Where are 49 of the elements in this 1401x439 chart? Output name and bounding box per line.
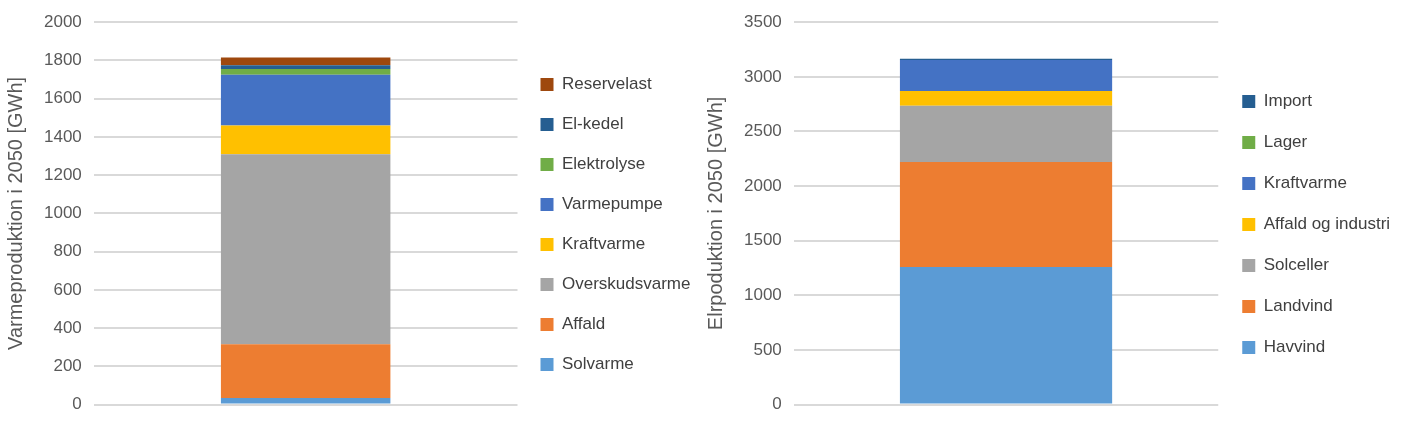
- legend-label: Affald: [562, 314, 606, 334]
- legend-label: Overskudsvarme: [562, 274, 691, 294]
- legend-label: Import: [1263, 91, 1313, 111]
- y-tick-label: 1400: [43, 126, 82, 146]
- bar: [899, 105, 1113, 163]
- y-tick-label: 1000: [43, 203, 82, 223]
- legend-label: Kraftvarme: [1263, 173, 1347, 193]
- y-tick-label: 1200: [43, 164, 82, 184]
- y-axis-title: Varmeproduktion i 2050 [GWh]: [3, 76, 26, 350]
- bar: [899, 266, 1113, 404]
- legend-label: Elektrolyse: [562, 154, 646, 174]
- bar: [220, 65, 391, 70]
- y-tick-label: 800: [53, 241, 82, 261]
- legend-label: El-kedel: [562, 114, 624, 134]
- bar: [220, 154, 391, 345]
- bar: [220, 397, 391, 404]
- bar: [899, 59, 1113, 92]
- y-tick-label: 200: [53, 356, 82, 376]
- legend-label: Havvind: [1263, 337, 1326, 357]
- legend-label: Varmepumpe: [562, 194, 663, 214]
- bar: [220, 57, 391, 66]
- y-axis-title: Elrpoduktion i 2050 [GWh]: [703, 96, 726, 331]
- y-tick-label: 0: [72, 394, 82, 414]
- y-tick-label: 1500: [743, 230, 782, 250]
- legend-label: Lager: [1263, 132, 1308, 152]
- legend-label: Solceller: [1263, 255, 1330, 275]
- y-tick-label: 3500: [743, 11, 782, 31]
- y-tick-label: 2000: [743, 175, 782, 195]
- y-tick-label: 400: [53, 317, 82, 337]
- y-tick-label: 600: [53, 279, 82, 299]
- y-tick-label: 1000: [743, 285, 782, 305]
- y-tick-label: 2000: [43, 11, 82, 31]
- legend-label: Landvind: [1263, 296, 1333, 316]
- y-tick-label: 0: [772, 394, 782, 414]
- bar: [220, 125, 391, 155]
- bar: [220, 344, 391, 398]
- y-tick-label: 2500: [743, 121, 782, 141]
- y-tick-label: 1600: [43, 88, 82, 108]
- bar: [899, 162, 1113, 267]
- y-tick-label: 3000: [743, 66, 782, 86]
- legend-label: Solvarme: [562, 354, 634, 374]
- legend-label: Kraftvarme: [562, 234, 646, 254]
- y-tick-label: 1800: [43, 50, 82, 70]
- y-tick-label: 500: [753, 339, 782, 359]
- legend-label: Affald og industri: [1263, 214, 1391, 234]
- bar: [220, 69, 391, 75]
- legend-label: Reservelast: [562, 74, 653, 94]
- bar: [899, 91, 1113, 106]
- bar: [220, 74, 391, 126]
